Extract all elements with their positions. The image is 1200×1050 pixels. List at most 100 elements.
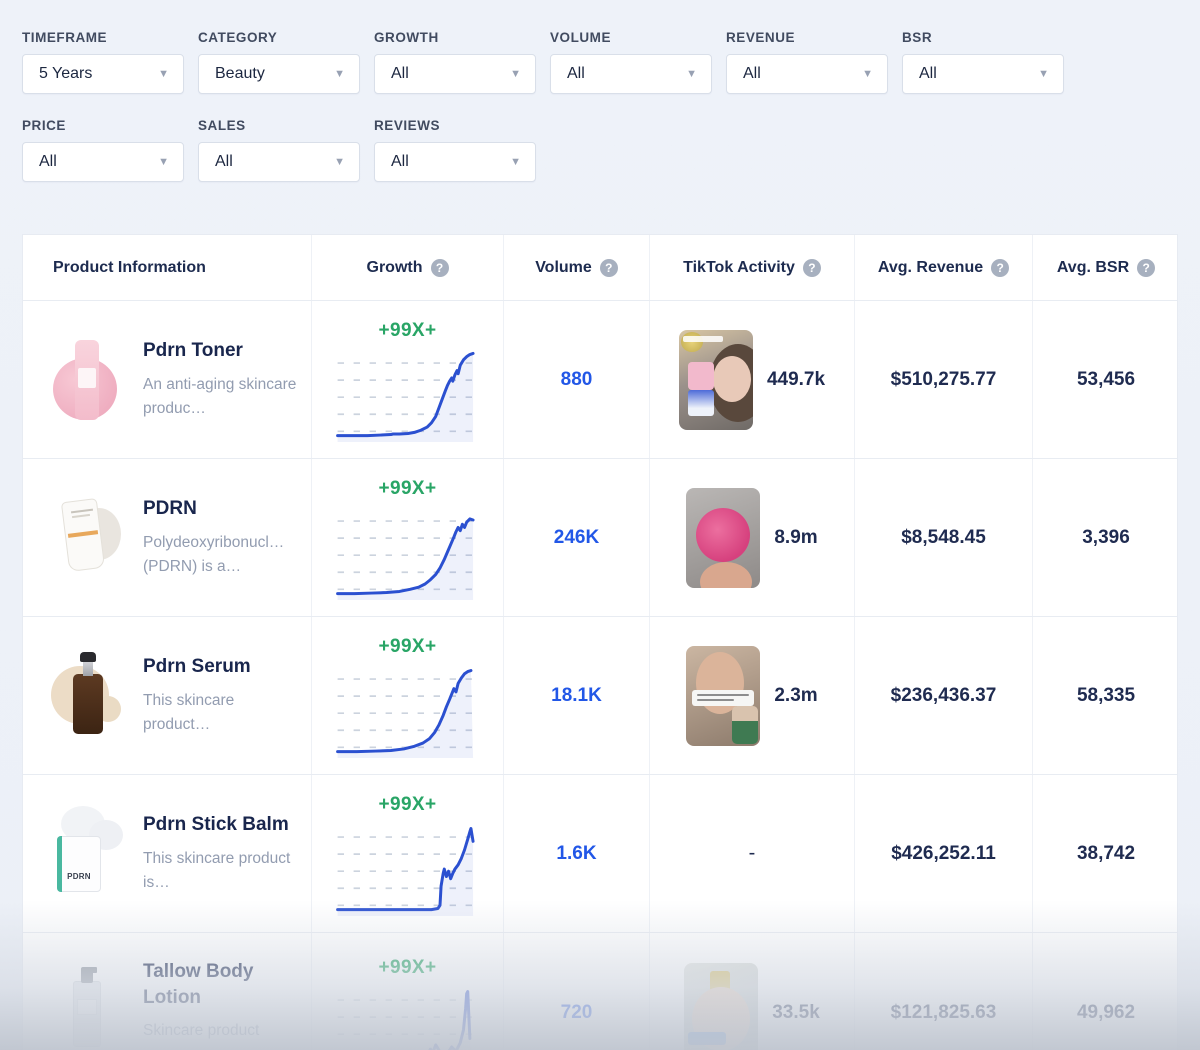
tiktok-views: 2.3m (774, 684, 818, 706)
chevron-down-icon: ▼ (1038, 67, 1049, 80)
filter-category: CATEGORY Beauty ▼ (198, 30, 360, 94)
chevron-down-icon: ▼ (158, 155, 169, 168)
tiktok-views: 8.9m (774, 526, 818, 548)
revenue-select[interactable]: All ▼ (726, 54, 888, 94)
tiktok-views: 449.7k (766, 368, 826, 390)
help-icon[interactable]: ? (991, 258, 1010, 277)
chevron-down-icon: ▼ (334, 67, 345, 80)
product-name[interactable]: Pdrn Toner (143, 340, 243, 362)
table-row[interactable]: Pdrn Toner An anti-aging skincare produc… (23, 301, 1177, 459)
bsr-select[interactable]: All ▼ (902, 54, 1064, 94)
filter-label: BSR (902, 30, 933, 45)
growth-multiplier: +99X+ (378, 319, 437, 341)
avg-bsr-value: 49,962 (1076, 1002, 1136, 1023)
chevron-down-icon: ▼ (510, 155, 521, 168)
growth-sparkline-chart (337, 990, 476, 1050)
volume-value[interactable]: 720 (560, 1002, 593, 1023)
chevron-down-icon: ▼ (510, 67, 521, 80)
filter-label: GROWTH (374, 30, 439, 45)
filter-label: REVENUE (726, 30, 796, 45)
volume-value[interactable]: 246K (553, 526, 600, 548)
header-product-information: Product Information (53, 258, 206, 276)
avg-bsr-value: 53,456 (1076, 368, 1136, 390)
reviews-select[interactable]: All ▼ (374, 142, 536, 182)
filters-bar: TIMEFRAME 5 Years ▼ CATEGORY Beauty ▼ GR… (22, 0, 1178, 206)
chevron-down-icon: ▼ (334, 155, 345, 168)
avg-revenue-value: $510,275.77 (890, 368, 997, 390)
tiktok-thumbnail[interactable] (684, 963, 759, 1050)
price-select[interactable]: All ▼ (22, 142, 184, 182)
chevron-down-icon: ▼ (862, 67, 873, 80)
help-icon[interactable]: ? (1137, 258, 1156, 277)
product-image: PDRN (51, 805, 125, 902)
product-image (51, 490, 125, 586)
growth-sparkline-chart (335, 668, 476, 758)
table-row[interactable]: Pdrn Serum This skincare product… +99X+ … (23, 617, 1177, 775)
avg-bsr-value: 38,742 (1076, 842, 1136, 864)
chevron-down-icon: ▼ (158, 67, 169, 80)
product-image (51, 959, 125, 1050)
header-volume: Volume ? (503, 235, 649, 300)
growth-multiplier: +99X+ (378, 793, 437, 815)
product-image (51, 332, 125, 428)
avg-revenue-value: $8,548.45 (901, 526, 986, 548)
tiktok-thumbnail[interactable] (678, 329, 753, 430)
filter-label: TIMEFRAME (22, 30, 108, 45)
product-name[interactable]: Pdrn Serum (143, 656, 251, 678)
table-row[interactable]: Tallow Body Lotion Skincare product +99X… (23, 933, 1177, 1050)
avg-revenue-value: $121,825.63 (890, 1002, 997, 1023)
filter-reviews: REVIEWS All ▼ (374, 118, 536, 182)
volume-value[interactable]: 1.6K (556, 842, 597, 864)
product-description: This skincare product is… (143, 849, 291, 891)
volume-select[interactable]: All ▼ (550, 54, 712, 94)
volume-value[interactable]: 880 (560, 368, 593, 390)
filter-sales: SALES All ▼ (198, 118, 360, 182)
growth-sparkline-chart (335, 516, 476, 600)
filter-growth: GROWTH All ▼ (374, 30, 536, 94)
table-header: Product Information Growth ? Volume ? Ti… (23, 235, 1177, 301)
table-row[interactable]: PDRN Polydeoxyribonucl… (PDRN) is a… +99… (23, 459, 1177, 617)
growth-multiplier: +99X+ (378, 477, 437, 499)
growth-multiplier: +99X+ (378, 635, 437, 657)
chevron-down-icon: ▼ (686, 67, 697, 80)
product-name[interactable]: PDRN (143, 498, 197, 520)
tiktok-thumbnail[interactable] (686, 645, 761, 746)
products-table: Product Information Growth ? Volume ? Ti… (22, 234, 1178, 1050)
help-icon[interactable]: ? (802, 258, 821, 277)
product-description: An anti-aging skincare produc… (143, 375, 297, 417)
header-growth: Growth ? (311, 235, 503, 300)
volume-value[interactable]: 18.1K (551, 684, 602, 706)
avg-revenue-value: $236,436.37 (890, 684, 997, 706)
header-avg-bsr: Avg. BSR ? (1032, 235, 1179, 300)
tiktok-thumbnail[interactable] (686, 487, 761, 588)
timeframe-select[interactable]: 5 Years ▼ (22, 54, 184, 94)
filter-label: SALES (198, 118, 246, 133)
growth-sparkline-chart (335, 351, 476, 442)
avg-bsr-value: 3,396 (1082, 526, 1130, 548)
tiktok-views: 33.5k (772, 1002, 820, 1023)
category-select[interactable]: Beauty ▼ (198, 54, 360, 94)
table-row[interactable]: PDRN Pdrn Stick Balm This skincare produ… (23, 775, 1177, 933)
tiktok-views-empty: - (748, 842, 756, 864)
filter-price: PRICE All ▼ (22, 118, 184, 182)
help-icon[interactable]: ? (599, 258, 618, 277)
avg-bsr-value: 58,335 (1076, 684, 1136, 706)
avg-revenue-value: $426,252.11 (891, 842, 996, 864)
product-name[interactable]: Pdrn Stick Balm (143, 814, 289, 836)
product-name[interactable]: Tallow Body Lotion (143, 961, 254, 1008)
filter-volume: VOLUME All ▼ (550, 30, 712, 94)
help-icon[interactable]: ? (430, 258, 449, 277)
growth-select[interactable]: All ▼ (374, 54, 536, 94)
header-avg-revenue: Avg. Revenue ? (854, 235, 1032, 300)
filter-bsr: BSR All ▼ (902, 30, 1064, 94)
filter-label: CATEGORY (198, 30, 278, 45)
product-description: Skincare product (143, 1022, 260, 1040)
growth-sparkline-chart (335, 826, 476, 916)
sales-select[interactable]: All ▼ (198, 142, 360, 182)
header-tiktok-activity: TikTok Activity ? (649, 235, 854, 300)
growth-multiplier: +99X+ (378, 957, 437, 978)
product-image (51, 648, 125, 744)
product-description: Polydeoxyribonucl… (PDRN) is a… (143, 533, 285, 575)
filter-timeframe: TIMEFRAME 5 Years ▼ (22, 30, 184, 94)
